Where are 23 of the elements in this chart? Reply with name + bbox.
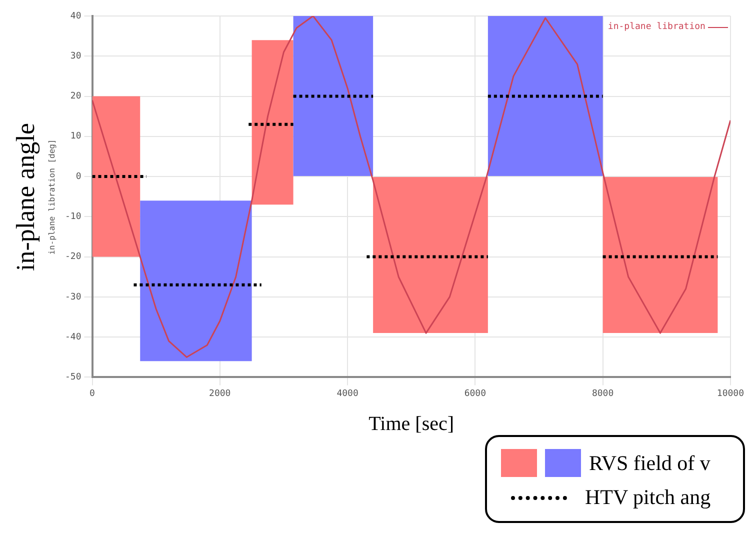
bar xyxy=(140,200,252,362)
y-tick-label: -20 xyxy=(64,252,82,262)
x-tick-label: 6000 xyxy=(464,388,486,399)
y-tick-label: -50 xyxy=(64,372,82,383)
y-tick-label: -10 xyxy=(64,212,82,222)
x-axis-title: Time [sec] xyxy=(368,413,454,436)
x-tick-label: 10000 xyxy=(716,388,744,399)
y-tick-label: -40 xyxy=(64,332,82,342)
y-tick-label: 0 xyxy=(76,172,82,182)
x-tick-label: 8000 xyxy=(592,388,614,399)
y-axis-title: in-plane angle xyxy=(11,122,41,271)
text: in-plane libration [deg] xyxy=(48,138,56,254)
x-tick-label: 0 xyxy=(90,388,95,399)
y-tick-label: 30 xyxy=(70,51,82,62)
legend-label: RVS field of v xyxy=(589,450,710,476)
y-tick-label: -30 xyxy=(64,292,82,302)
x-tick-label: 4000 xyxy=(336,388,358,399)
x-tick-label: 2000 xyxy=(209,388,231,399)
legend-label: HTV pitch ang xyxy=(585,485,711,510)
y-tick-label: 40 xyxy=(70,11,82,22)
y-tick-label: 20 xyxy=(70,92,82,102)
y-tick-label: 10 xyxy=(70,132,82,142)
text: in-plane libration xyxy=(608,22,706,32)
